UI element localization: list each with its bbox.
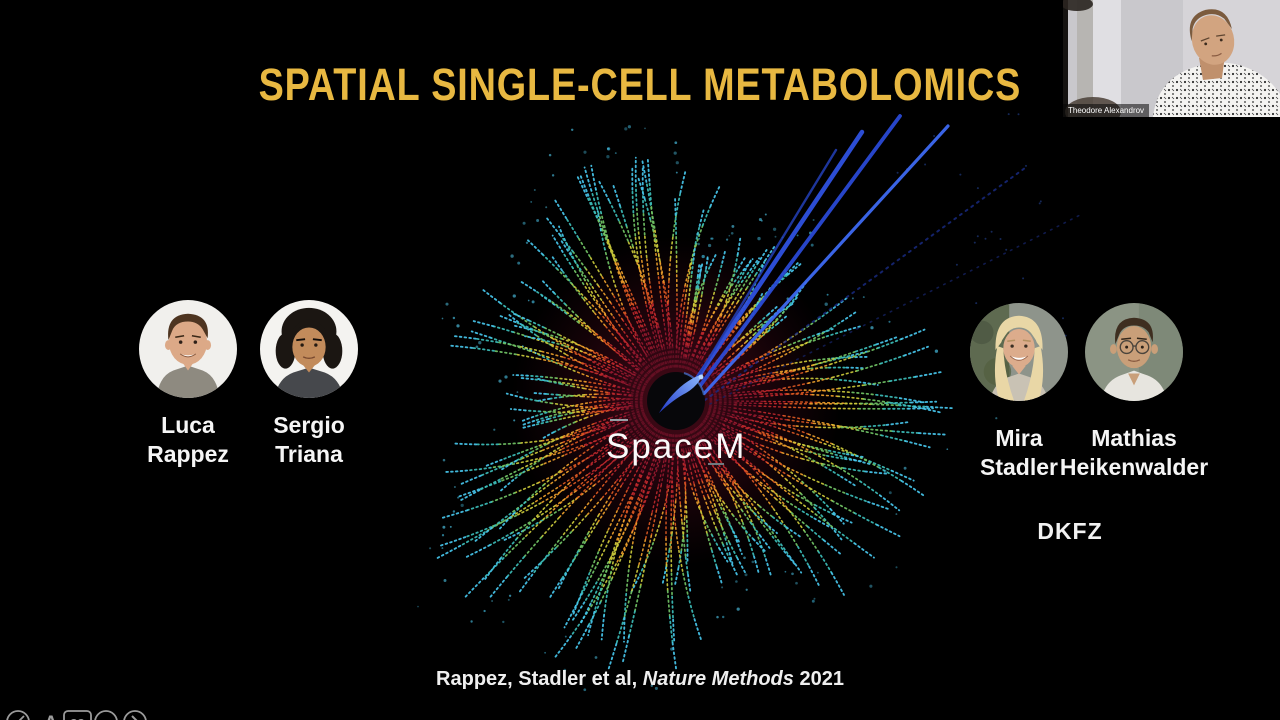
avatar-sergio-triana-image xyxy=(260,300,358,398)
avatar-sergio-triana xyxy=(260,300,358,398)
page-title: SPATIAL SINGLE-CELL METABOLOMICS xyxy=(0,59,1280,111)
person-name: Mathias Heikenwalder xyxy=(1059,425,1209,480)
avatar-luca-rappez xyxy=(139,300,237,398)
annotate-icon[interactable] xyxy=(6,710,30,720)
svg-text:CC: CC xyxy=(70,718,84,720)
authors-right: Mira Stadler xyxy=(970,303,1208,482)
logo-overline xyxy=(610,419,628,421)
person-mira-stadler: Mira Stadler xyxy=(970,303,1068,482)
avatar-mathias-heikenwalder-image xyxy=(1085,303,1183,401)
page-title-text: SPATIAL SINGLE-CELL METABOLOMICS xyxy=(258,59,1022,110)
webcam-tile: Theodore Alexandrov xyxy=(1063,0,1280,117)
more-options-icon[interactable] xyxy=(94,710,118,720)
webcam-name-tag: Theodore Alexandrov xyxy=(1063,104,1150,117)
citation-year: 2021 xyxy=(793,668,844,690)
person-name: Mira Stadler xyxy=(980,425,1058,480)
affiliation-label: DKFZ xyxy=(1037,518,1103,544)
avatar-mira-stadler-image xyxy=(970,303,1068,401)
person-name: Luca Rappez xyxy=(147,412,229,467)
spacem-logo: SpaceM xyxy=(606,427,747,466)
person-sergio-triana: Sergio Triana xyxy=(260,300,358,469)
next-icon[interactable] xyxy=(123,710,147,720)
person-name: Sergio Triana xyxy=(273,412,345,467)
avatar-mathias-heikenwalder xyxy=(1085,303,1183,401)
avatar-luca-rappez-image xyxy=(139,300,237,398)
person-luca-rappez: Luca Rappez xyxy=(139,300,237,469)
authors-left: Luca Rappez Sergio Triana xyxy=(139,300,358,469)
svg-text:A: A xyxy=(44,713,58,720)
webcam-video xyxy=(1063,0,1280,117)
captions-icon[interactable]: CC xyxy=(63,710,92,720)
citation: Rappez, Stadler et al, Nature Methods 20… xyxy=(0,668,1280,691)
player-controls: A CC xyxy=(6,710,147,720)
citation-journal: Nature Methods xyxy=(642,668,794,690)
font-size-icon[interactable]: A xyxy=(44,713,58,720)
person-mathias-heikenwalder: Mathias Heikenwalder xyxy=(1060,303,1208,482)
citation-authors: Rappez, Stadler et al, xyxy=(436,668,643,690)
logo-underline xyxy=(708,463,724,465)
avatar-mira-stadler xyxy=(970,303,1068,401)
